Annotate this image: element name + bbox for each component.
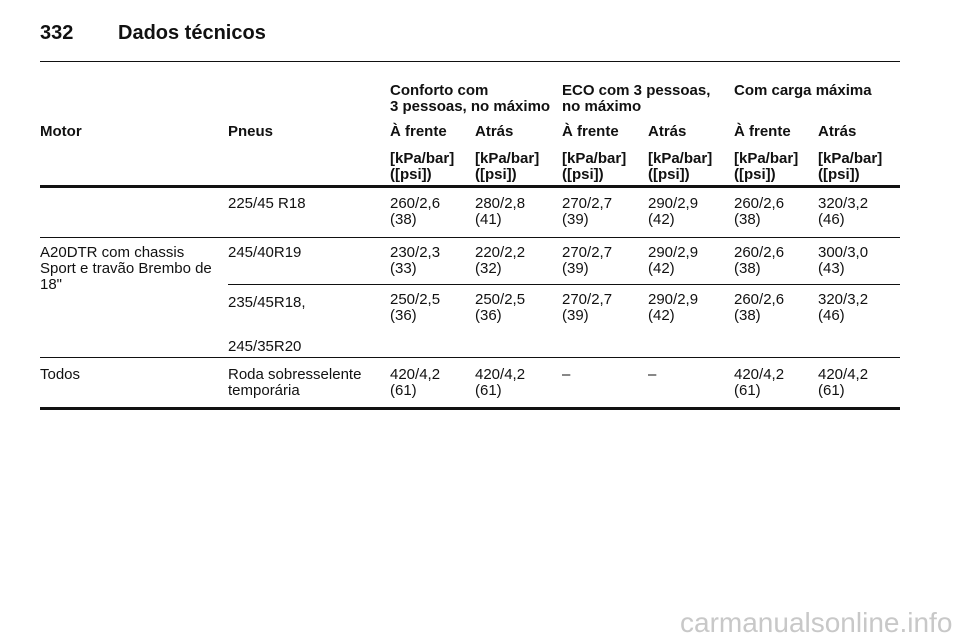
unit-header: [kPa/bar] ([psi])	[818, 150, 883, 183]
table-cell: 270/2,7 (39)	[562, 244, 613, 277]
table-cell: 220/2,2 (32)	[475, 244, 526, 277]
group-header: ECO com 3 pessoas, no máximo	[562, 82, 711, 115]
column-header: Pneus	[228, 123, 274, 140]
column-header: Atrás	[648, 123, 687, 140]
row-rule	[228, 284, 900, 285]
table-cell: 260/2,6 (38)	[390, 195, 441, 228]
table-cell: A20DTR com chassis Sport e travão Brembo…	[40, 244, 212, 293]
table-cell: Todos	[40, 366, 81, 383]
table-cell: Roda sobresselente temporária	[228, 366, 362, 399]
table-cell: 290/2,9 (42)	[648, 195, 699, 228]
unit-header: [kPa/bar] ([psi])	[390, 150, 455, 183]
unit-header: [kPa/bar] ([psi])	[734, 150, 799, 183]
table-cell: 245/40R19	[228, 244, 302, 261]
unit-header: [kPa/bar] ([psi])	[475, 150, 540, 183]
column-header: Atrás	[818, 123, 857, 140]
page-title: Dados técnicos	[118, 22, 266, 44]
page-number: 332	[40, 22, 74, 44]
table-cell: 225/45 R18	[228, 195, 306, 212]
column-header: À frente	[562, 123, 619, 140]
table-cell: 270/2,7 (39)	[562, 195, 613, 228]
row-rule	[40, 237, 900, 238]
table-cell: 300/3,0 (43)	[818, 244, 869, 277]
table-cell: 320/3,2 (46)	[818, 195, 869, 228]
table-cell: 420/4,2 (61)	[818, 366, 869, 399]
table-cell: –	[562, 366, 571, 383]
table-cell: 260/2,6 (38)	[734, 291, 785, 324]
table-cell: 250/2,5 (36)	[390, 291, 441, 324]
watermark: carmanualsonline.info	[680, 607, 953, 638]
table-cell: 260/2,6 (38)	[734, 195, 785, 228]
unit-header: [kPa/bar] ([psi])	[648, 150, 713, 183]
table-cell: 420/4,2 (61)	[475, 366, 526, 399]
table-cell: 250/2,5 (36)	[475, 291, 526, 324]
table-cell: 420/4,2 (61)	[390, 366, 441, 399]
table-end-rule	[40, 407, 900, 410]
column-header: À frente	[734, 123, 791, 140]
table-cell: 260/2,6 (38)	[734, 244, 785, 277]
header-rule	[40, 61, 900, 62]
table-cell: 290/2,9 (42)	[648, 291, 699, 324]
group-header: Conforto com 3 pessoas, no máximo	[390, 82, 551, 115]
table-cell: 230/2,3 (33)	[390, 244, 441, 277]
table-cell: 235/45R18, 245/35R20	[228, 294, 306, 355]
column-header: Motor	[40, 123, 82, 140]
group-header: Com carga máxima	[734, 82, 872, 99]
row-rule	[40, 357, 900, 358]
column-header: À frente	[390, 123, 447, 140]
table-head-rule	[40, 185, 900, 188]
table-cell: 420/4,2 (61)	[734, 366, 785, 399]
table-cell: –	[648, 366, 657, 383]
unit-header: [kPa/bar] ([psi])	[562, 150, 627, 183]
column-header: Atrás	[475, 123, 514, 140]
table-cell: 320/3,2 (46)	[818, 291, 869, 324]
table-cell: 270/2,7 (39)	[562, 291, 613, 324]
table-cell: 290/2,9 (42)	[648, 244, 699, 277]
table-cell: 280/2,8 (41)	[475, 195, 526, 228]
